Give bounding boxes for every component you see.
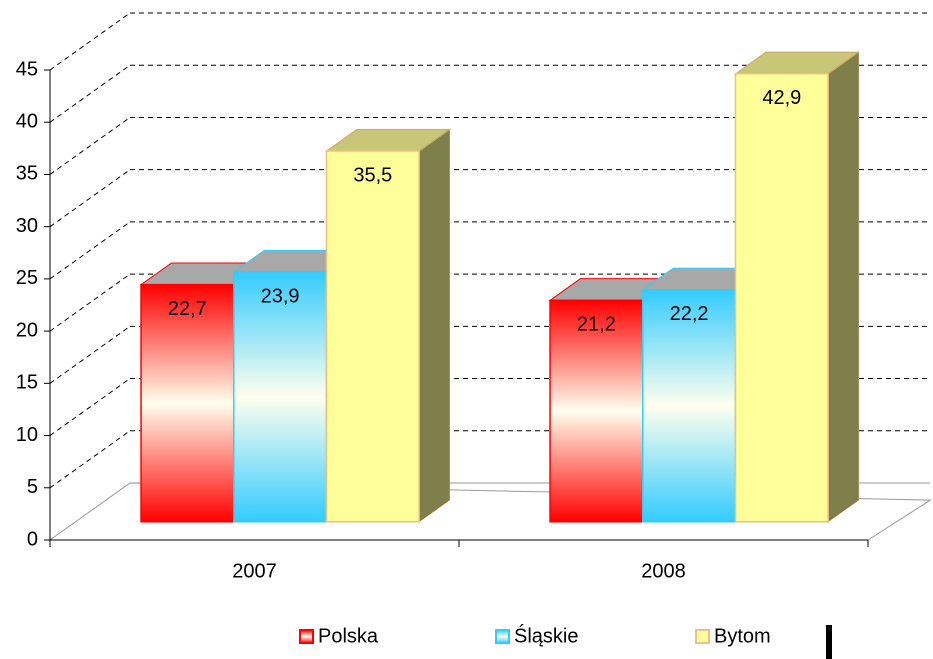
legend-label: Polska — [318, 625, 379, 647]
grid-line — [49, 12, 131, 71]
y-tick-label: 0 — [27, 528, 38, 550]
bar — [140, 283, 235, 523]
legend-label: Śląskie — [514, 623, 578, 647]
grid-line — [49, 169, 131, 228]
x-tick-label: 2007 — [232, 560, 277, 582]
grid-line — [49, 64, 131, 123]
value-label: 22,7 — [168, 298, 207, 320]
bar — [232, 271, 328, 523]
y-tick-label: 30 — [16, 215, 38, 237]
legend-swatch — [695, 629, 710, 644]
bar — [549, 299, 644, 523]
value-label: 35,5 — [353, 164, 392, 186]
grid-line — [49, 325, 131, 384]
bar-top-shade — [735, 52, 859, 74]
value-label: 23,9 — [261, 285, 300, 307]
bar-top-shade — [326, 129, 450, 151]
legend-swatch — [299, 629, 314, 644]
grid-line — [49, 430, 131, 489]
value-label: 21,2 — [577, 314, 616, 336]
y-tick-label: 15 — [16, 372, 38, 394]
grid-line — [49, 378, 131, 436]
value-label: 22,2 — [670, 303, 709, 325]
y-tick-label: 35 — [16, 163, 38, 185]
bar — [734, 72, 829, 523]
bar — [325, 150, 420, 523]
y-tick-label: 25 — [16, 267, 38, 289]
y-tick-label: 10 — [16, 424, 38, 446]
bar-side-shade — [828, 52, 859, 522]
legend-swatch — [495, 629, 510, 644]
y-tick-label: 20 — [16, 319, 38, 341]
grid-line — [49, 221, 131, 280]
artifact-bar — [826, 625, 832, 659]
x-tick-label: 2008 — [641, 560, 686, 582]
grid-line — [49, 273, 131, 332]
value-label: 42,9 — [762, 87, 801, 109]
y-tick-label: 45 — [16, 58, 38, 80]
bar — [641, 289, 737, 523]
bar-side-shade — [419, 129, 450, 522]
y-tick-label: 5 — [27, 476, 38, 498]
legend-label: Bytom — [714, 625, 771, 647]
grid-line — [49, 117, 131, 175]
y-tick-label: 40 — [16, 111, 38, 133]
